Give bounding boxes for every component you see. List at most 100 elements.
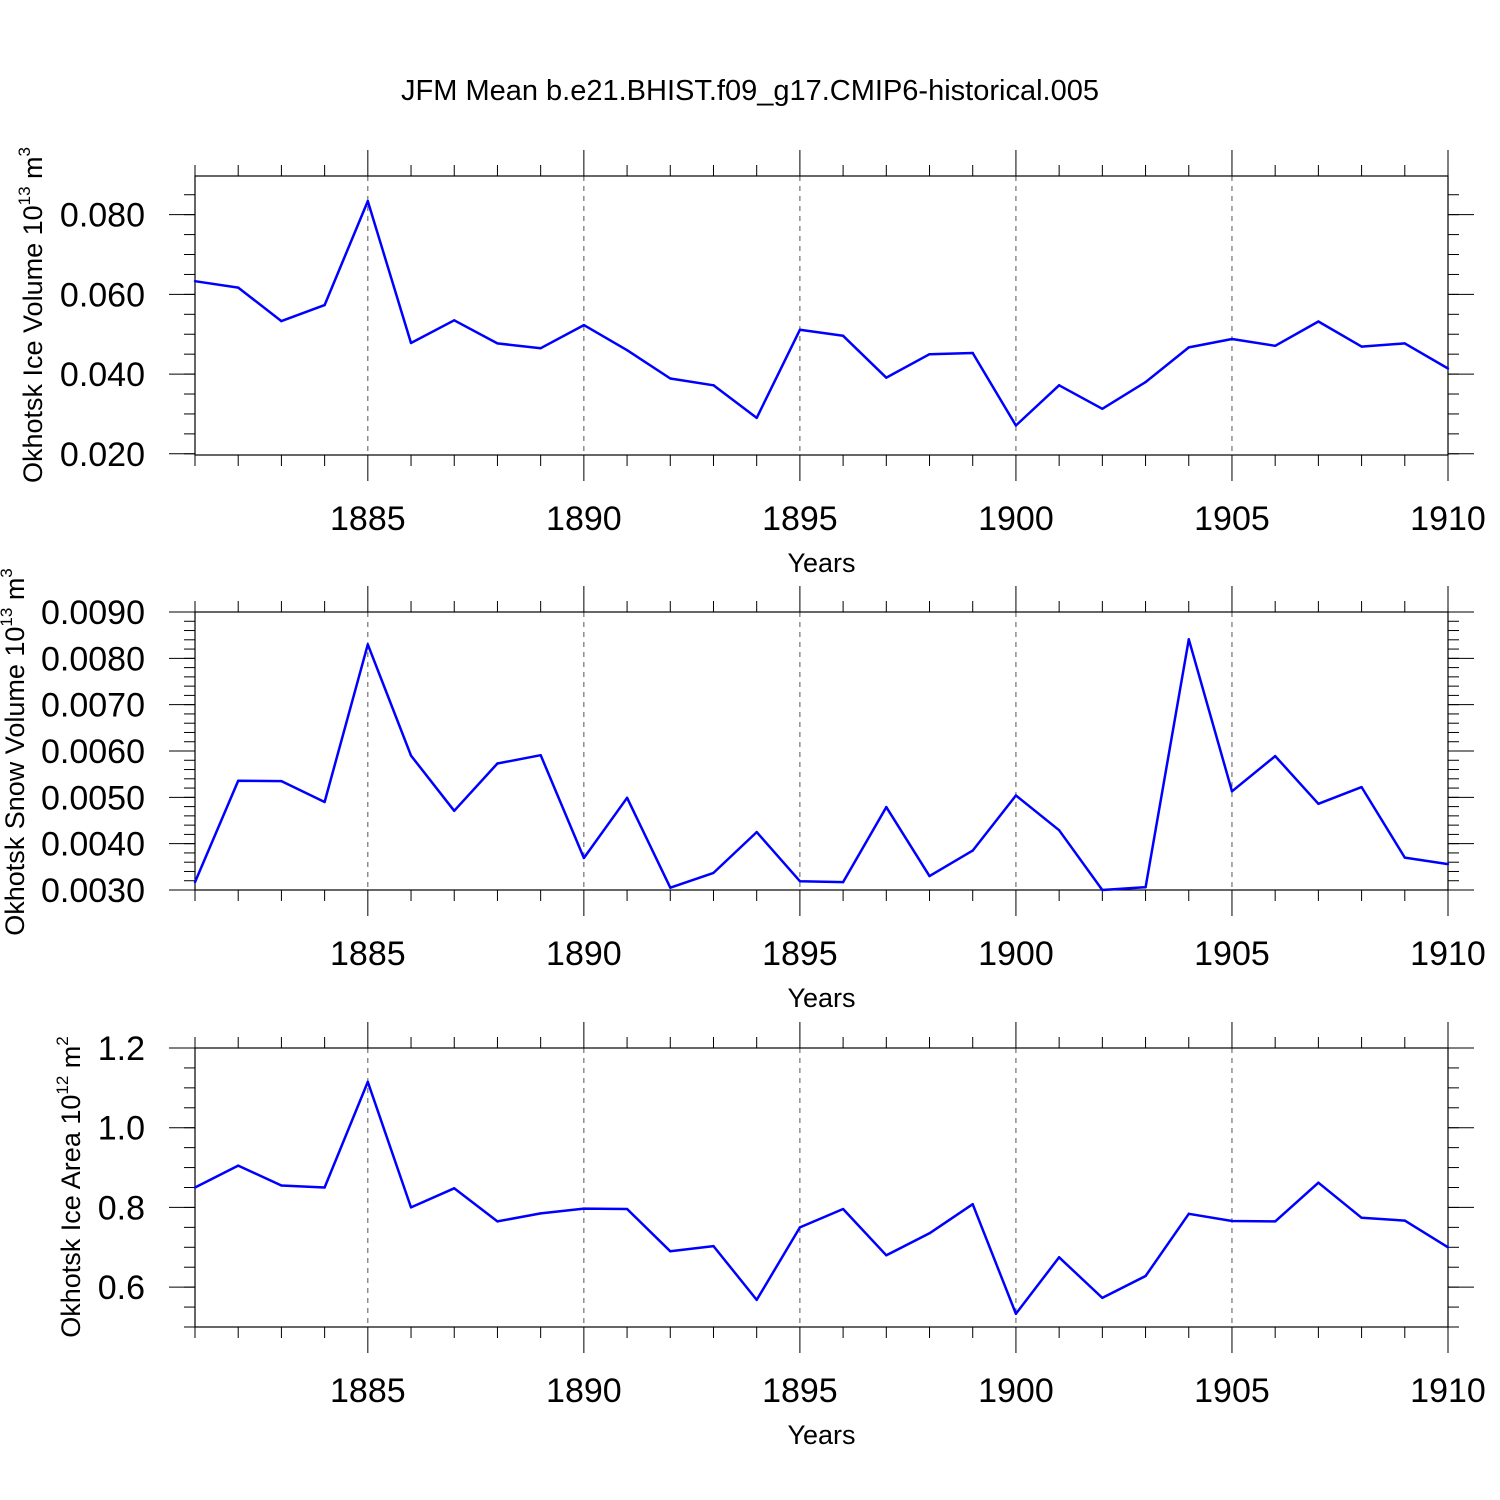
data-point <box>669 377 672 380</box>
data-point <box>1144 886 1147 889</box>
data-point <box>280 1184 283 1187</box>
data-point <box>453 1187 456 1190</box>
x-tick-label: 1885 <box>330 500 406 538</box>
y-tick-label: 0.6 <box>98 1269 145 1307</box>
data-point <box>1446 367 1450 370</box>
series-line <box>194 1080 1449 1316</box>
data-point <box>453 809 456 812</box>
data-point <box>496 762 499 765</box>
data-point <box>1317 320 1320 323</box>
data-point <box>1360 785 1363 789</box>
x-tick-label: 1900 <box>978 1372 1054 1410</box>
y-tick-label: 0.0070 <box>41 687 145 725</box>
y-tick-label: 1.2 <box>98 1030 145 1068</box>
data-point <box>193 280 197 283</box>
x-tick-label: 1910 <box>1410 500 1486 538</box>
data-point <box>1273 344 1277 347</box>
y-tick-label: 0.060 <box>60 276 145 314</box>
data-point <box>1101 1296 1104 1300</box>
snow-volume-panel: 0.0030 0.0040 0.0050 0.0060 0.0070 0.0080 0.00… <box>0 568 1486 1013</box>
x-tick-label: 1885 <box>330 1372 406 1410</box>
data-point <box>1014 1312 1018 1316</box>
series-line <box>193 638 1449 892</box>
data-point <box>409 1206 413 1209</box>
x-tick-label: 1905 <box>1194 1372 1270 1410</box>
y-tick-label: 0.040 <box>60 356 145 394</box>
x-tick-label: 1890 <box>546 500 622 538</box>
x-axis-title: Years <box>787 983 855 1013</box>
x-tick-label: 1910 <box>1410 935 1486 973</box>
data-point <box>366 643 370 646</box>
data-point <box>669 1250 672 1253</box>
data-point <box>798 1226 802 1229</box>
data-point <box>366 199 370 203</box>
y-axis-title-base: Okhotsk Ice Volume 10 <box>18 205 48 483</box>
data-point <box>1403 1219 1406 1222</box>
x-tick-label: 1910 <box>1410 1372 1486 1410</box>
data-point <box>323 1186 326 1189</box>
data-point <box>971 849 974 852</box>
data-point <box>193 1186 197 1189</box>
data-point <box>1101 407 1104 410</box>
y-tick-label: 0.0030 <box>41 872 145 910</box>
data-point <box>971 351 974 355</box>
data-point <box>1273 1220 1277 1223</box>
data-point <box>1187 638 1190 641</box>
data-point <box>1014 424 1018 427</box>
chart-title: JFM Mean b.e21.BHIST.f09_g17.CMIP6-histo… <box>401 75 1099 107</box>
y-tick-label: 1.0 <box>98 1110 145 1148</box>
y-tick-label: 0.0050 <box>41 779 145 817</box>
data-point <box>841 334 845 338</box>
y-axis-title: Okhotsk Snow Volume 1013 m3 <box>0 568 30 936</box>
data-point <box>1446 862 1450 866</box>
data-point <box>928 1232 931 1235</box>
y-axis-title-base: Okhotsk Snow Volume 10 <box>0 627 30 936</box>
plot-frame <box>194 175 1449 456</box>
data-point <box>755 416 758 420</box>
y-axis-title: Okhotsk Ice Volume 1013 m3 <box>15 147 48 483</box>
x-tick-label: 1895 <box>762 500 838 538</box>
data-point <box>409 341 413 345</box>
data-point <box>237 779 240 782</box>
x-tick-label: 1890 <box>546 935 622 973</box>
y-tick-label: 0.8 <box>98 1189 145 1227</box>
x-tick-label: 1885 <box>330 935 406 973</box>
data-point <box>1360 1216 1363 1219</box>
ice-area-panel: 0.6 0.8 1.0 1.2 1885 1890 1895 1900 1905 1910 Year… <box>53 1022 1486 1450</box>
data-point <box>1403 856 1406 859</box>
y-axis-title-unit: m <box>0 578 30 608</box>
data-point <box>280 319 283 323</box>
y-axis-title-base: Okhotsk Ice Area 10 <box>56 1095 86 1338</box>
data-point <box>1101 888 1104 892</box>
data-point <box>712 384 715 387</box>
data-point <box>1317 1181 1320 1184</box>
data-point <box>366 1080 370 1084</box>
x-tick-label: 1895 <box>762 1372 838 1410</box>
data-point <box>1187 1212 1190 1216</box>
y-tick-label: 0.020 <box>60 436 145 474</box>
y-axis-title-unit-exponent: 3 <box>15 147 34 156</box>
data-point <box>669 886 672 889</box>
y-axis-title-unit-exponent: 2 <box>53 1036 72 1045</box>
data-point <box>193 880 197 884</box>
data-point <box>237 1164 240 1167</box>
data-point <box>1057 829 1061 832</box>
data-point <box>1187 346 1190 349</box>
y-axis-title-unit: m <box>56 1046 86 1076</box>
ice-volume-panel: 0.020 0.040 0.060 0.080 1885 1890 1895 1900 1905… <box>15 147 1486 578</box>
y-tick-label: 0.0090 <box>41 594 145 632</box>
plot-frame <box>194 611 1449 891</box>
data-point <box>712 1244 715 1248</box>
data-point <box>1144 1274 1147 1278</box>
data-point <box>582 856 586 860</box>
data-point <box>885 376 888 379</box>
data-point <box>798 328 802 332</box>
data-point <box>1273 754 1277 758</box>
data-point <box>1144 380 1147 384</box>
data-point <box>237 286 240 289</box>
data-point <box>928 874 931 878</box>
data-point <box>1360 345 1363 348</box>
data-point <box>1230 337 1234 341</box>
data-point <box>841 880 845 884</box>
